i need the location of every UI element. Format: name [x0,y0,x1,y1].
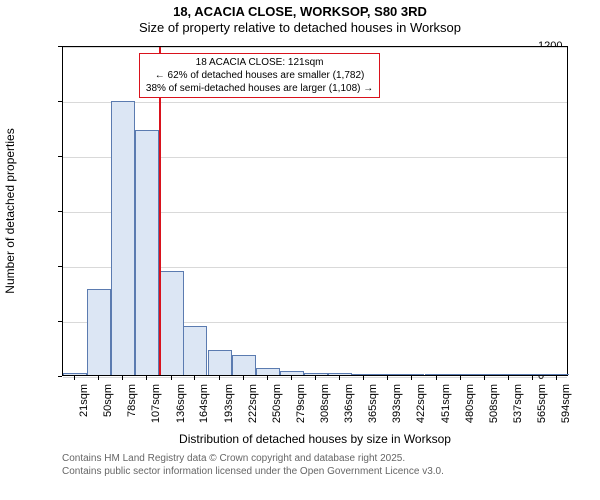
x-tick-label: 365sqm [367,384,379,434]
histogram-bar [256,368,280,375]
chart-title-main: 18, ACACIA CLOSE, WORKSOP, S80 3RD [0,4,600,19]
histogram-bar [87,289,111,375]
x-tick-label: 50sqm [102,384,114,434]
x-tick-label: 480sqm [464,384,476,434]
histogram-bar [280,371,304,375]
histogram-bar [183,326,207,376]
annotation-callout: 18 ACACIA CLOSE: 121sqm← 62% of detached… [139,53,380,98]
footer-attribution: Contains HM Land Registry data © Crown c… [62,452,444,478]
histogram-bar [160,271,184,375]
x-tick-label: 336sqm [343,384,355,434]
x-tick-label: 279sqm [295,384,307,434]
histogram-bar [208,350,232,375]
x-tick-label: 193sqm [223,384,235,434]
histogram-bar [449,374,473,375]
histogram-bar [425,374,449,375]
histogram-bar [135,130,159,375]
x-tick-label: 250sqm [271,384,283,434]
footer-line2: Contains public sector information licen… [62,465,444,478]
histogram-bar [497,374,521,375]
annotation-line1: 18 ACACIA CLOSE: 121sqm [146,56,373,69]
histogram-bar [63,373,87,375]
chart-title-sub: Size of property relative to detached ho… [0,20,600,35]
x-tick-label: 565sqm [536,384,548,434]
x-tick-label: 594sqm [560,384,572,434]
histogram-bar [304,373,328,375]
y-axis-title: Number of detached properties [3,128,17,293]
x-axis-title: Distribution of detached houses by size … [62,432,568,446]
x-tick-label: 508sqm [488,384,500,434]
histogram-bar [473,374,497,375]
histogram-bar [111,101,135,375]
footer-line1: Contains HM Land Registry data © Crown c… [62,452,444,465]
histogram-bar [521,374,545,375]
x-tick-label: 136sqm [175,384,187,434]
x-tick-label: 537sqm [512,384,524,434]
annotation-line3: 38% of semi-detached houses are larger (… [146,82,373,95]
histogram-bar [232,355,256,375]
histogram-bar [376,374,400,375]
x-tick-label: 78sqm [126,384,138,434]
histogram-bar [352,374,376,375]
x-tick-label: 422sqm [415,384,427,434]
x-tick-label: 393sqm [391,384,403,434]
chart-plot-area: 18 ACACIA CLOSE: 121sqm← 62% of detached… [62,46,568,376]
histogram-bar [400,374,424,375]
x-tick-label: 164sqm [198,384,210,434]
annotation-line2: ← 62% of detached houses are smaller (1,… [146,69,373,82]
x-tick-label: 21sqm [78,384,90,434]
x-tick-label: 308sqm [319,384,331,434]
x-tick-label: 222sqm [247,384,259,434]
x-tick-label: 451sqm [440,384,452,434]
x-tick-label: 107sqm [150,384,162,434]
histogram-bar [545,374,569,375]
histogram-bar [328,373,352,375]
